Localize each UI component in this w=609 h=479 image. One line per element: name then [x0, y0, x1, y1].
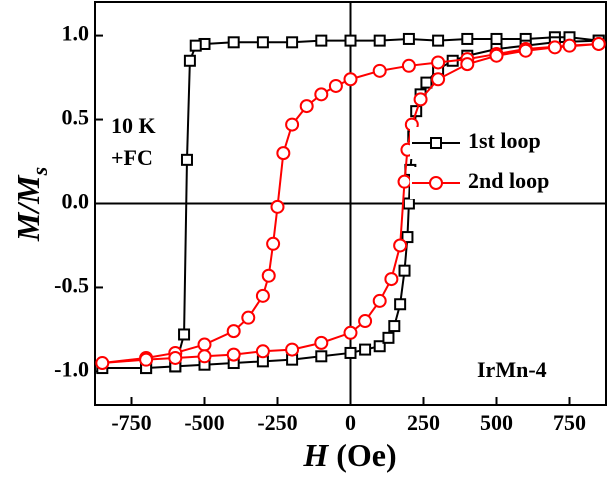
- marker: [314, 335, 329, 350]
- marker: [591, 36, 606, 51]
- y-axis-label: M/Ms: [10, 167, 52, 242]
- marker: [139, 352, 154, 367]
- marker: [299, 99, 314, 114]
- marker: [178, 328, 191, 341]
- marker: [373, 34, 386, 47]
- marker: [461, 32, 474, 45]
- marker: [197, 337, 212, 352]
- marker: [168, 350, 183, 365]
- marker: [276, 146, 291, 161]
- marker: [372, 63, 387, 78]
- series-line: [102, 42, 599, 365]
- marker: [285, 342, 300, 357]
- x-tick-label: 500: [480, 410, 513, 435]
- marker: [95, 356, 110, 371]
- marker: [315, 34, 328, 47]
- marker: [489, 48, 504, 63]
- marker: [382, 331, 395, 344]
- y-tick-label: 0.0: [62, 189, 90, 214]
- legend-label: 2nd loop: [468, 168, 549, 193]
- annotation: IrMn-4: [477, 357, 547, 382]
- marker: [261, 268, 276, 283]
- marker: [398, 264, 411, 277]
- x-tick-label: -250: [257, 410, 297, 435]
- marker: [460, 57, 475, 72]
- marker: [314, 87, 329, 102]
- y-tick-label: -0.5: [54, 273, 89, 298]
- marker: [372, 293, 387, 308]
- marker: [432, 34, 445, 47]
- marker: [343, 325, 358, 340]
- marker: [343, 72, 358, 87]
- marker: [189, 39, 202, 52]
- marker: [344, 34, 357, 47]
- marker: [401, 58, 416, 73]
- marker: [431, 72, 446, 87]
- marker: [183, 54, 196, 67]
- x-tick-label: -750: [111, 410, 151, 435]
- x-label-unit: (Oe): [336, 437, 396, 473]
- marker: [562, 38, 577, 53]
- marker: [315, 350, 328, 363]
- x-tick-label: 0: [345, 410, 356, 435]
- legend-marker: [429, 176, 443, 190]
- marker: [402, 32, 415, 45]
- marker: [255, 344, 270, 359]
- marker: [241, 310, 256, 325]
- marker: [394, 298, 407, 311]
- marker: [547, 40, 562, 55]
- marker: [431, 55, 446, 70]
- x-tick-label: 750: [553, 410, 586, 435]
- y-label-main: M/M: [10, 174, 46, 242]
- marker: [227, 36, 240, 49]
- legend-label: 1st loop: [468, 128, 541, 153]
- marker: [401, 231, 414, 244]
- y-tick-label: 1.0: [62, 21, 90, 46]
- x-axis-label: H (Oe): [302, 437, 396, 473]
- marker: [328, 78, 343, 93]
- marker: [180, 153, 193, 166]
- marker: [490, 32, 503, 45]
- marker: [388, 320, 401, 333]
- x-tick-label: -500: [184, 410, 224, 435]
- marker: [266, 236, 281, 251]
- marker: [384, 272, 399, 287]
- marker: [358, 314, 373, 329]
- x-label-symbol: H: [302, 437, 329, 473]
- marker: [344, 346, 357, 359]
- marker: [393, 238, 408, 253]
- marker: [359, 343, 372, 356]
- x-tick-label: 250: [407, 410, 440, 435]
- annotation: 10 K: [111, 113, 156, 138]
- marker: [286, 36, 299, 49]
- marker: [397, 174, 412, 189]
- marker: [402, 197, 415, 210]
- marker: [413, 92, 428, 107]
- marker: [226, 324, 241, 339]
- legend-marker: [430, 137, 442, 149]
- y-label-sub: s: [27, 167, 52, 177]
- marker: [255, 288, 270, 303]
- y-tick-label: 0.5: [62, 105, 90, 130]
- marker: [226, 347, 241, 362]
- marker: [373, 340, 386, 353]
- marker: [270, 199, 285, 214]
- marker: [256, 36, 269, 49]
- marker: [197, 349, 212, 364]
- marker: [518, 43, 533, 58]
- marker: [285, 117, 300, 132]
- annotation: +FC: [111, 145, 153, 170]
- marker: [420, 76, 433, 89]
- y-tick-label: -1.0: [54, 356, 89, 381]
